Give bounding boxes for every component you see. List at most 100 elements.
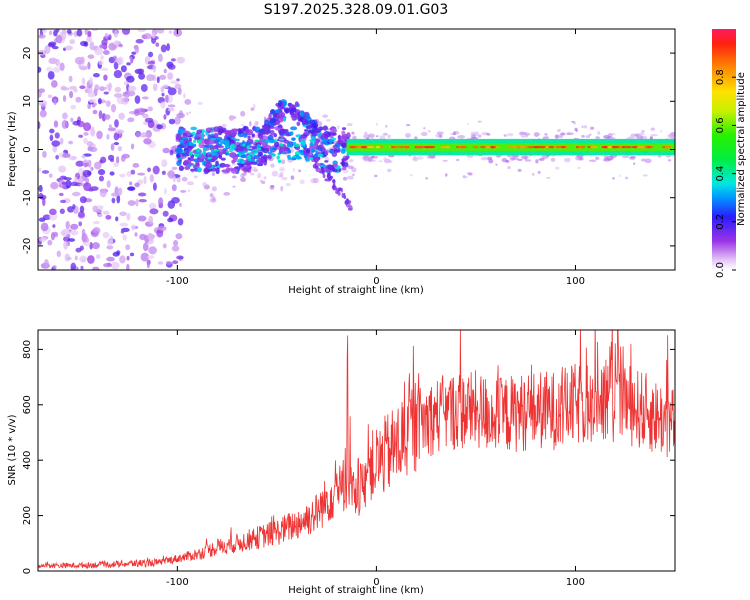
spectrogram-cell xyxy=(70,181,79,187)
spectrogram-cell xyxy=(88,188,94,192)
spectrogram-cell xyxy=(324,143,329,146)
spectrogram-cell xyxy=(95,254,101,259)
spectrogram-cell xyxy=(206,169,211,173)
spectrogram-cell xyxy=(466,172,472,176)
spectrogram-cell xyxy=(363,134,371,139)
spectrogram-cell xyxy=(92,109,98,115)
spectrogram-cell xyxy=(322,125,329,131)
spectrogram-cell xyxy=(156,124,163,130)
spectrogram-cell xyxy=(70,262,77,270)
spectrogram-cell xyxy=(251,133,256,138)
spectrogram-cell xyxy=(106,256,115,262)
spectrogram-cell xyxy=(198,142,205,149)
spectrogram-cell xyxy=(660,129,663,133)
spectrogram-cell xyxy=(137,68,145,75)
spectrogram-cell xyxy=(112,251,120,257)
spectrogram-cell xyxy=(121,29,131,35)
spectrogram-cell xyxy=(155,42,160,47)
spectrogram-cell xyxy=(330,128,338,134)
spectrogram-cell xyxy=(139,132,149,138)
spectrogram-cell xyxy=(53,120,59,128)
spectrogram-cell xyxy=(47,94,53,99)
spectrogram-cell xyxy=(97,169,106,176)
spectrogram-cell xyxy=(83,41,89,47)
spectrogram-cell xyxy=(235,147,244,153)
spectrogram-cell xyxy=(560,132,566,136)
spectrogram-cell xyxy=(127,85,137,92)
spectrogram-cell xyxy=(339,135,347,141)
spectrogram-cell xyxy=(603,158,611,162)
spectrogram-cell xyxy=(213,133,219,138)
spectrogram-cell xyxy=(234,166,242,170)
spectrogram-cell xyxy=(130,143,135,150)
spectrogram-cell xyxy=(253,103,256,109)
spectrogram-cell xyxy=(623,145,632,149)
spectrogram-cell xyxy=(192,143,197,148)
spectrogram-cell xyxy=(281,152,287,155)
spectrogram-cell xyxy=(127,186,136,191)
spectrogram-cell xyxy=(295,155,302,160)
spectrogram-cell xyxy=(152,165,160,175)
spectrogram-cell xyxy=(595,136,600,140)
spectrogram-cell xyxy=(375,122,379,127)
spectrogram-cell xyxy=(305,125,312,130)
spectrogram-cell xyxy=(445,145,450,149)
spectrogram-cell xyxy=(218,154,223,160)
spectrogram-cell xyxy=(114,119,119,128)
spectrogram-cell xyxy=(126,263,130,270)
spectrogram-x-ticks: -100 0 100 xyxy=(166,29,585,287)
spectrogram-cell xyxy=(232,155,239,161)
spectrogram-cell xyxy=(192,139,197,144)
spectrogram-cell xyxy=(157,225,167,232)
spectrogram-cell xyxy=(261,155,270,159)
spectrogram-cell xyxy=(117,56,124,65)
spectrogram-cell xyxy=(105,100,111,107)
spectrogram-cell xyxy=(100,156,107,164)
spectrogram-cell xyxy=(480,157,489,161)
spectrogram-cell xyxy=(309,139,315,142)
spectrogram-cell xyxy=(143,121,148,125)
spectrogram-cell xyxy=(86,140,94,147)
spectrogram-cell xyxy=(48,30,53,36)
spectrogram-cell xyxy=(215,167,220,175)
spectrogram-cell xyxy=(535,159,539,164)
spectrogram-cell xyxy=(390,145,396,149)
spectrogram-cell xyxy=(148,215,154,225)
spectrogram-cell xyxy=(62,112,68,120)
spectrogram-cell xyxy=(51,140,61,147)
spectrogram-cell xyxy=(455,145,460,149)
spectrogram-cell xyxy=(119,173,126,178)
spectrogram-cell xyxy=(179,189,187,193)
spectrogram-cell xyxy=(455,158,460,161)
spectrogram-cell xyxy=(507,165,511,170)
spectrogram-cell xyxy=(196,139,202,144)
spectrogram-cell xyxy=(425,145,429,149)
spectrogram-cell xyxy=(87,255,95,264)
y-tick-label: 0 xyxy=(22,146,33,152)
spectrogram-cell xyxy=(657,154,662,158)
spectrogram-cell xyxy=(143,176,147,185)
spectrogram-cell xyxy=(138,198,147,203)
spectrogram-cell xyxy=(554,166,560,170)
spectrogram-cell xyxy=(157,261,164,265)
spectrogram-cell xyxy=(595,156,600,161)
spectrogram-cell xyxy=(160,44,167,53)
spectrogram-cell xyxy=(50,80,58,88)
spectrogram-cell xyxy=(126,171,132,177)
spectrogram-cell xyxy=(247,135,251,140)
spectrogram-cell xyxy=(58,165,67,173)
spectrogram-cell xyxy=(246,155,252,160)
y-tick-label: 200 xyxy=(22,506,33,525)
spectrogram-cell xyxy=(249,121,252,127)
spectrogram-cell xyxy=(452,131,460,135)
spectrogram-cell xyxy=(106,180,111,188)
spectrogram-cell xyxy=(143,138,152,145)
spectrogram-cell xyxy=(251,161,258,165)
spectrogram-cell xyxy=(99,189,107,198)
spectrogram-cell xyxy=(108,124,112,128)
spectrogram-cell xyxy=(81,77,86,85)
spectrogram-cell xyxy=(184,165,191,170)
spectrogram-cell xyxy=(274,141,280,148)
spectrogram-cell xyxy=(283,115,287,122)
spectrogram-cell xyxy=(462,175,466,179)
